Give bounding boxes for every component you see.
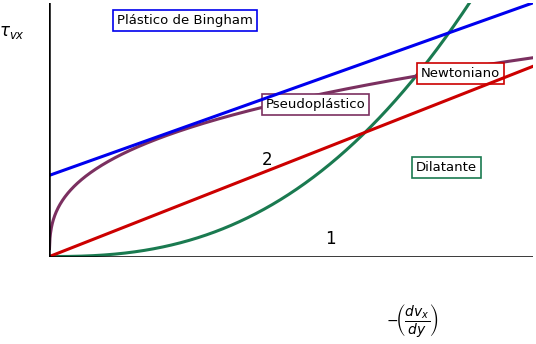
Text: Newtoniano: Newtoniano <box>421 67 500 80</box>
Text: Dilatante: Dilatante <box>415 161 477 174</box>
Text: 1: 1 <box>325 230 336 248</box>
Text: $\tau_{vx}$: $\tau_{vx}$ <box>0 23 25 41</box>
Text: Plástico de Bingham: Plástico de Bingham <box>117 14 253 27</box>
Text: $-\!\left(\dfrac{dv_x}{dy}\right)$: $-\!\left(\dfrac{dv_x}{dy}\right)$ <box>386 302 439 339</box>
Text: Pseudoplástico: Pseudoplástico <box>266 98 366 111</box>
Text: 2: 2 <box>262 151 272 169</box>
